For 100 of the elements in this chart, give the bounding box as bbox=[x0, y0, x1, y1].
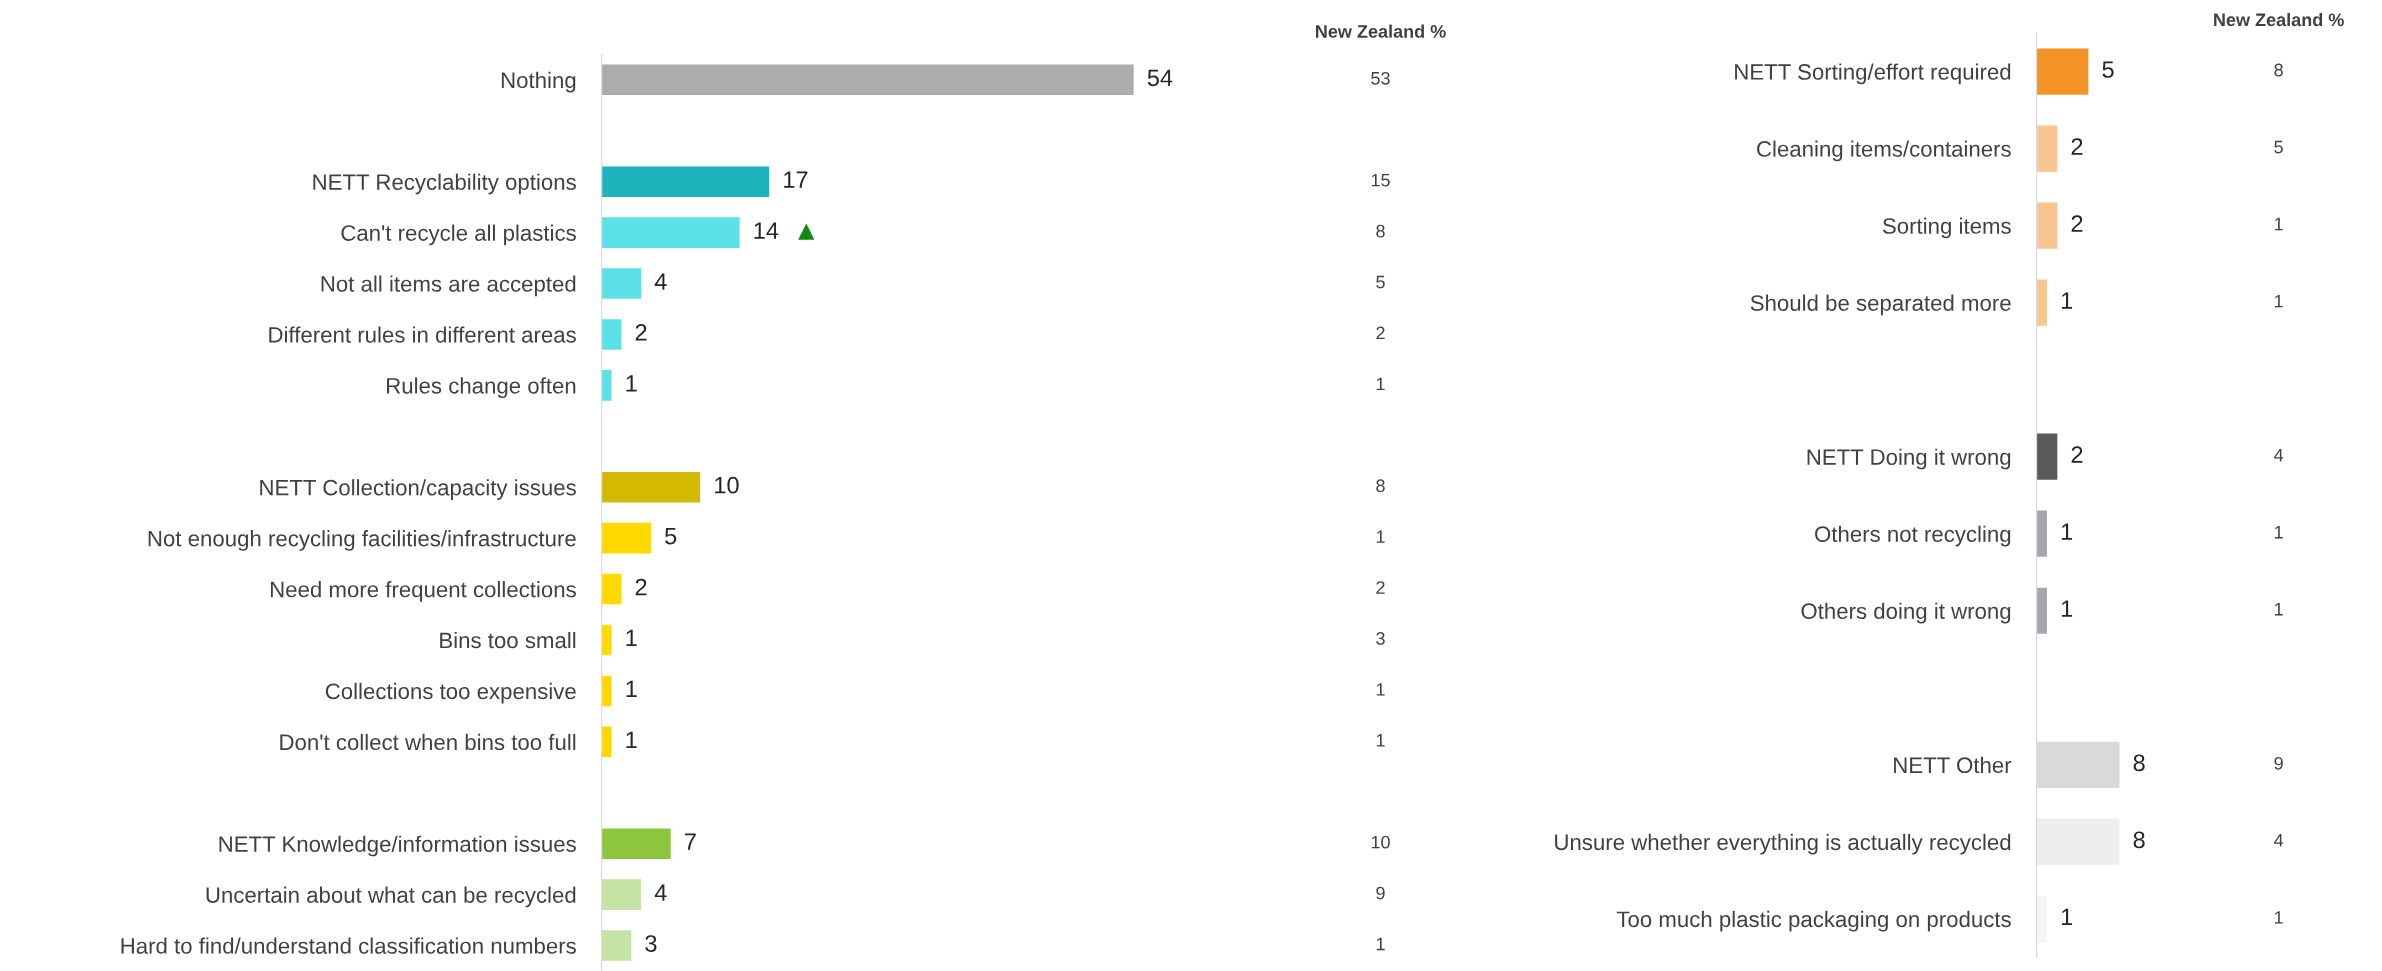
data-label: 10 bbox=[715, 476, 739, 494]
y-tick-label: Need more frequent collections bbox=[270, 581, 576, 602]
data-label: 54 bbox=[1147, 69, 1173, 87]
y-tick-label: NETT Sorting/effort required bbox=[1735, 63, 2011, 85]
y-tick-label: Collections too expensive bbox=[325, 682, 576, 704]
bar bbox=[2036, 895, 2047, 942]
data-label: 7 bbox=[684, 833, 696, 850]
text: New Zealand % bbox=[1316, 24, 1446, 38]
text: 15 bbox=[1371, 173, 1390, 187]
data-label: 2 bbox=[2071, 138, 2083, 155]
data-label: 2 bbox=[635, 324, 647, 341]
bar bbox=[2036, 510, 2047, 557]
text: 1 bbox=[1376, 530, 1385, 543]
text: 3 bbox=[1376, 632, 1385, 645]
data-label: 3 bbox=[645, 935, 657, 952]
text: 10 bbox=[1371, 835, 1390, 849]
data-label: 2 bbox=[2071, 446, 2083, 463]
text: 9 bbox=[2274, 756, 2283, 770]
data-label: 4 bbox=[654, 884, 667, 901]
y-tick-label: NETT Recyclability options bbox=[313, 173, 576, 195]
y-tick-label: Others doing it wrong bbox=[1801, 602, 2011, 624]
bar bbox=[601, 573, 622, 605]
text: 1 bbox=[2274, 294, 2283, 308]
y-tick-label: Cleaning items/containers bbox=[1757, 140, 2011, 162]
y-tick-label: NETT Knowledge/information issues bbox=[219, 835, 576, 857]
data-label: 1 bbox=[2061, 523, 2073, 540]
bar bbox=[601, 675, 612, 707]
data-label: 8 bbox=[2133, 754, 2145, 772]
text: 2 bbox=[1376, 326, 1385, 340]
text: 8 bbox=[2274, 63, 2283, 77]
text: 4 bbox=[2274, 834, 2284, 847]
data-label: 2 bbox=[2071, 215, 2083, 232]
bar bbox=[601, 879, 642, 910]
text: 1 bbox=[2274, 525, 2283, 539]
bar bbox=[601, 930, 632, 961]
y-tick-label: Not enough recycling facilities/infrastructure bbox=[148, 530, 576, 551]
bar bbox=[601, 522, 651, 554]
data-label: 5 bbox=[2102, 61, 2114, 78]
text: 1 bbox=[2274, 217, 2283, 231]
text: 8 bbox=[1376, 479, 1385, 493]
data-label: 4 bbox=[654, 273, 667, 290]
y-tick-label: Hard to find/understand classification numbers bbox=[121, 937, 576, 954]
text: 2 bbox=[1376, 581, 1385, 594]
text: 5 bbox=[1376, 275, 1385, 289]
bar bbox=[2036, 202, 2058, 249]
data-label: 1 bbox=[626, 731, 637, 748]
bar bbox=[601, 370, 612, 401]
bar bbox=[2036, 279, 2047, 326]
y-tick-label: NETT Other bbox=[1894, 756, 2012, 774]
y-tick-label: Bins too small bbox=[440, 631, 576, 649]
annotation: ▲ bbox=[798, 223, 815, 240]
text: 1 bbox=[1376, 683, 1385, 696]
data-label: 8 bbox=[2133, 831, 2145, 849]
y-tick-label: Different rules in different areas bbox=[269, 326, 576, 343]
data-label: 1 bbox=[2061, 292, 2073, 309]
y-tick-label: NETT Collection/capacity issues bbox=[260, 479, 576, 500]
y-tick-label: Not all items are accepted bbox=[321, 275, 576, 297]
data-label: 1 bbox=[626, 680, 637, 698]
bar bbox=[601, 268, 642, 299]
y-tick-label: Rules change often bbox=[387, 377, 576, 399]
y-tick-label: Too much plastic packaging on products bbox=[1616, 910, 2011, 932]
text: 1 bbox=[2274, 603, 2283, 616]
y-tick-label: Uncertain about what can be recycled bbox=[206, 886, 576, 908]
bar bbox=[601, 166, 770, 197]
bar bbox=[2036, 818, 2120, 865]
data-label: 1 bbox=[2061, 600, 2073, 617]
text: 1 bbox=[2274, 911, 2283, 924]
y-tick-label: Should be separated more bbox=[1750, 294, 2011, 316]
data-label: 2 bbox=[635, 578, 647, 596]
text: 1 bbox=[1376, 937, 1385, 951]
text: 1 bbox=[1376, 377, 1385, 391]
data-label: 1 bbox=[626, 375, 637, 392]
data-label: 1 bbox=[626, 629, 637, 647]
bar bbox=[2036, 433, 2058, 480]
bar bbox=[601, 64, 1134, 96]
text: 9 bbox=[1376, 886, 1385, 900]
text: 53 bbox=[1371, 71, 1390, 85]
bar bbox=[601, 726, 612, 758]
bar bbox=[601, 624, 612, 656]
data-label: 14 bbox=[754, 222, 779, 239]
y-tick-label: Can't recycle all plastics bbox=[341, 224, 576, 246]
text: 1 bbox=[1376, 734, 1385, 747]
bar bbox=[601, 828, 671, 859]
text: 8 bbox=[1376, 224, 1385, 238]
data-label: 1 bbox=[2061, 908, 2073, 925]
bar bbox=[601, 217, 740, 248]
bar bbox=[2036, 125, 2058, 172]
y-tick-label: Don't collect when bins too full bbox=[280, 733, 576, 751]
y-tick-label: Sorting items bbox=[1882, 217, 2011, 239]
data-label: 5 bbox=[665, 528, 677, 545]
y-tick-label: Nothing bbox=[501, 71, 576, 93]
text: 4 bbox=[2274, 448, 2284, 462]
y-tick-label: Others not recycling bbox=[1815, 525, 2011, 547]
text: New Zealand % bbox=[2214, 12, 2344, 27]
data-label: 17 bbox=[784, 171, 808, 188]
y-tick-label: NETT Doing it wrong bbox=[1807, 448, 2011, 470]
bar bbox=[2036, 587, 2047, 634]
bar bbox=[601, 471, 701, 503]
bar bbox=[2036, 48, 2089, 95]
y-tick-label: Unsure whether everything is actually recycled bbox=[1555, 833, 2011, 855]
